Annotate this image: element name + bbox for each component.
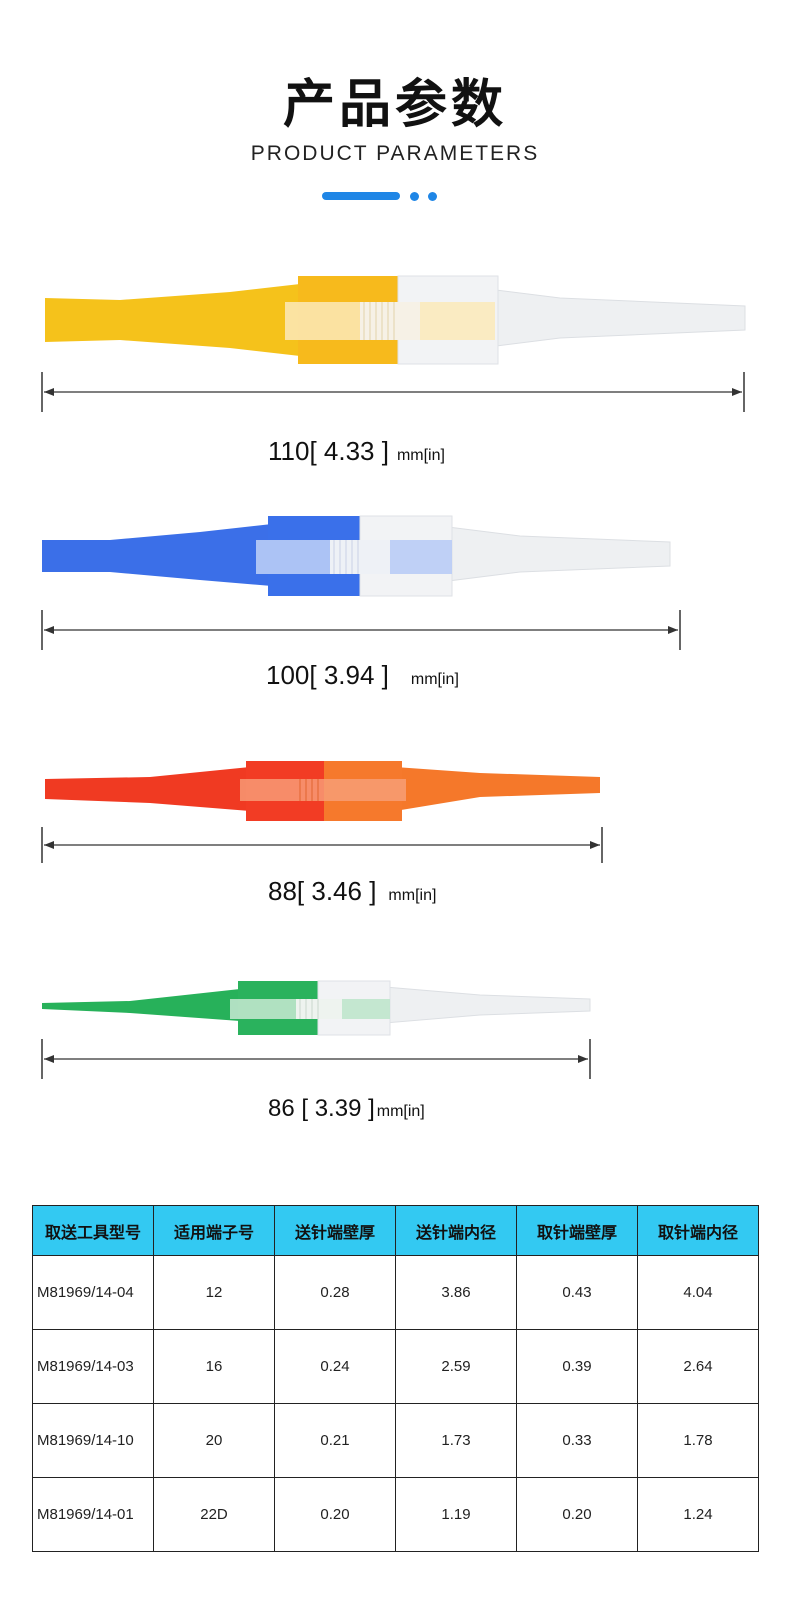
dimension-value: 88[ 3.46 ] <box>268 876 377 906</box>
dimension-value: 86 [ 3.39 ] <box>268 1095 375 1122</box>
table-cell: 2.59 <box>395 1329 517 1404</box>
column-header: 送针端内径 <box>395 1205 517 1256</box>
dimension-label: 86 [ 3.39 ] mm[in] <box>268 1095 425 1123</box>
table-header-row: 取送工具型号 适用端子号 送针端壁厚 送针端内径 取针端壁厚 取针端内径 <box>32 1205 759 1256</box>
table-cell: 20 <box>153 1403 275 1478</box>
column-header: 送针端壁厚 <box>274 1205 396 1256</box>
dimension-label: 88[ 3.46 ] mm[in] <box>268 876 436 907</box>
table-cell: 0.28 <box>274 1255 396 1330</box>
tool-image-blue <box>41 515 681 650</box>
table-row: M81969/14-10 20 0.21 1.73 0.33 1.78 <box>32 1403 759 1478</box>
tool-image-red-orange <box>41 761 603 863</box>
table-cell-model: M81969/14-10 <box>32 1403 154 1478</box>
table-cell: 0.21 <box>274 1403 396 1478</box>
parameters-table: 取送工具型号 适用端子号 送针端壁厚 送针端内径 取针端壁厚 取针端内径 M81… <box>32 1205 759 1552</box>
table-cell: 2.64 <box>637 1329 759 1404</box>
table-cell: 0.24 <box>274 1329 396 1404</box>
table-cell: 12 <box>153 1255 275 1330</box>
table-cell: 22D <box>153 1477 275 1552</box>
dimension-value: 110[ 4.33 ] <box>268 436 389 466</box>
table-row: M81969/14-01 22D 0.20 1.19 0.20 1.24 <box>32 1477 759 1552</box>
page-title: 产品参数 <box>282 75 507 135</box>
table-cell: 0.20 <box>274 1477 396 1552</box>
table-cell: 0.20 <box>516 1477 638 1552</box>
dimension-value: 100[ 3.94 ] <box>266 660 389 690</box>
table-cell: 16 <box>153 1329 275 1404</box>
table-cell: 0.43 <box>516 1255 638 1330</box>
table-cell-model: M81969/14-04 <box>32 1255 154 1330</box>
table-cell-model: M81969/14-03 <box>32 1329 154 1404</box>
table-cell-model: M81969/14-01 <box>32 1477 154 1552</box>
dimension-unit: mm[in] <box>396 447 445 464</box>
dimension-unit: mm[in] <box>388 887 437 904</box>
dimension-label: 110[ 4.33 ] mm[in] <box>268 436 445 467</box>
tool-image-green <box>41 980 591 1079</box>
table-cell: 1.73 <box>395 1403 517 1478</box>
decorative-bar <box>322 192 400 200</box>
column-header: 适用端子号 <box>153 1205 275 1256</box>
column-header: 取针端内径 <box>637 1205 759 1256</box>
dimension-unit: mm[in] <box>410 671 459 688</box>
decorative-dot <box>428 192 437 201</box>
dimension-unit: mm[in] <box>376 1103 425 1120</box>
table-cell: 4.04 <box>637 1255 759 1330</box>
table-cell: 1.24 <box>637 1477 759 1552</box>
column-header: 取针端壁厚 <box>516 1205 638 1256</box>
table-row: M81969/14-04 12 0.28 3.86 0.43 4.04 <box>32 1255 759 1330</box>
table-row: M81969/14-03 16 0.24 2.59 0.39 2.64 <box>32 1329 759 1404</box>
table-cell: 3.86 <box>395 1255 517 1330</box>
table-cell: 0.33 <box>516 1403 638 1478</box>
column-header: 取送工具型号 <box>32 1205 154 1256</box>
table-cell: 0.39 <box>516 1329 638 1404</box>
tool-image-yellow <box>41 275 746 412</box>
table-cell: 1.78 <box>637 1403 759 1478</box>
table-cell: 1.19 <box>395 1477 517 1552</box>
page-subtitle: PRODUCT PARAMETERS <box>250 142 540 165</box>
dimension-label: 100[ 3.94 ] mm[in] <box>266 660 459 691</box>
decorative-dot <box>410 192 419 201</box>
